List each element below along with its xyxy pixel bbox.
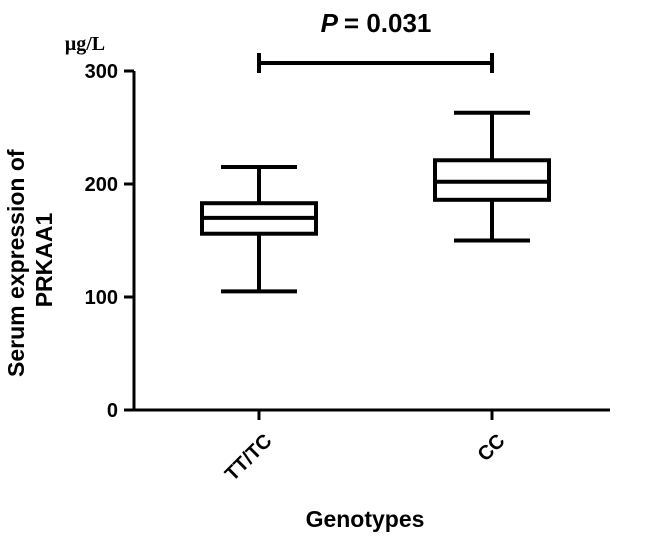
significance-bracket — [257, 53, 494, 73]
p-symbol: P — [321, 8, 339, 38]
y-tick-label: 300 — [85, 61, 118, 83]
x-tick-label: TT/TC — [221, 430, 277, 486]
box-cc — [433, 110, 551, 243]
y-axis-title: Serum expression of PRKAA1 — [3, 143, 57, 377]
x-axis-title: Genotypes — [306, 506, 425, 532]
x-ticks: TT/TC CC — [221, 410, 510, 486]
y-unit-label: μg/L — [65, 33, 105, 55]
p-value: = 0.031 — [344, 8, 431, 38]
y-tick-label: 0 — [107, 400, 118, 422]
y-axis-title-line1: Serum expression of — [3, 149, 29, 377]
y-axis-title-line2: PRKAA1 — [31, 213, 57, 308]
y-tick-label: 100 — [85, 287, 118, 309]
boxes — [200, 110, 551, 294]
box-tt-tc — [200, 165, 318, 294]
y-tick-label: 200 — [85, 174, 118, 196]
p-value-label: P = 0.031 — [321, 8, 432, 38]
y-ticks: 0 100 200 300 — [85, 61, 134, 422]
x-tick-label: CC — [474, 430, 510, 466]
